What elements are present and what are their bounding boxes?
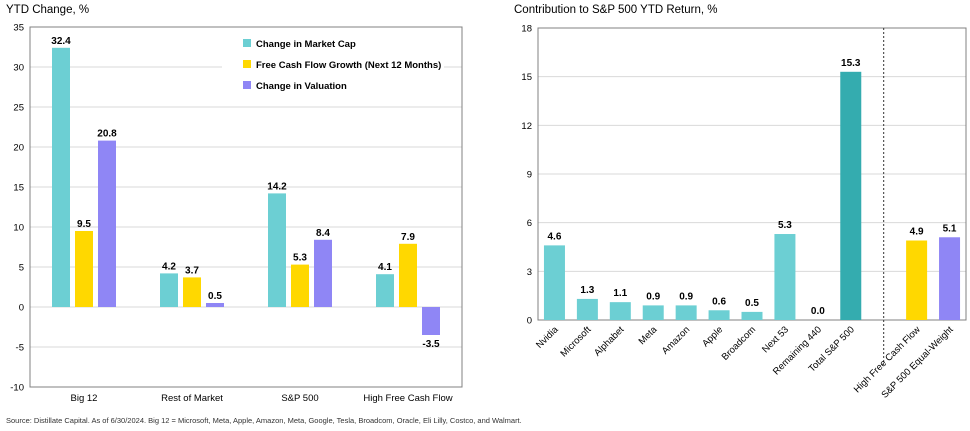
bar-alphabet	[609, 302, 631, 320]
bar-high-free-cash-flow-change-in-valuation	[422, 307, 440, 335]
y-tick-label: 30	[13, 63, 24, 74]
data-label: 1.1	[613, 288, 627, 299]
y-tick-label: 6	[527, 218, 532, 229]
y-tick-label: 35	[13, 23, 24, 34]
right-chart-title: Contribution to S&P 500 YTD Return, %	[514, 4, 718, 16]
data-label: 8.4	[316, 228, 330, 239]
y-tick-label: 9	[527, 170, 532, 181]
data-label: 0.0	[811, 306, 825, 317]
x-category-label: Rest of Market	[161, 393, 223, 404]
data-label: 4.9	[910, 227, 924, 238]
source-note: Source: Distillate Capital. As of 6/30/2…	[6, 416, 522, 425]
data-label: 5.1	[943, 223, 957, 234]
data-label: 5.3	[778, 220, 792, 231]
legend-entry: Change in Valuation	[256, 81, 347, 92]
legend-entry: Change in Market Cap	[256, 39, 356, 50]
bar-microsoft	[576, 298, 598, 320]
x-category-label: Nvidia	[534, 324, 561, 351]
bar-meta	[642, 305, 664, 320]
data-label: 4.1	[378, 262, 392, 273]
bar-next-53	[774, 234, 796, 320]
bar-big-12-change-in-valuation	[98, 140, 116, 307]
data-label: 7.9	[401, 232, 415, 243]
bar-rest-of-market-change-in-market-cap	[160, 273, 178, 307]
y-tick-label: 5	[19, 263, 24, 274]
data-label: -3.5	[422, 339, 440, 350]
legend-entry: Free Cash Flow Growth (Next 12 Months)	[256, 60, 441, 71]
x-category-label: Broadcom	[720, 324, 758, 362]
x-category-label: Amazon	[660, 324, 692, 356]
data-label: 0.9	[646, 291, 660, 302]
plot-area	[29, 26, 463, 388]
bar-s-p-500-free-cash-flow-growth-next-12-months	[291, 264, 309, 307]
legend: Change in Market Cap Free Cash Flow Growt…	[222, 34, 444, 98]
data-label: 0.9	[679, 291, 693, 302]
y-tick-label: 18	[521, 24, 532, 35]
bar-high-free-cash-flow-change-in-market-cap	[376, 274, 394, 307]
bar-s-p-500-change-in-market-cap	[268, 193, 286, 307]
data-label: 20.8	[97, 129, 117, 140]
data-label: 1.3	[580, 285, 594, 296]
bar-big-12-free-cash-flow-growth-next-12-months	[75, 231, 93, 307]
data-label: 32.4	[51, 36, 71, 47]
y-tick-label: 15	[521, 72, 532, 83]
legend-swatch	[243, 60, 251, 68]
x-category-label: Alphabet	[592, 324, 627, 359]
y-tick-label: 3	[527, 267, 532, 278]
y-tick-label: 25	[13, 103, 24, 114]
y-tick-label: 15	[13, 183, 24, 194]
data-label: 14.2	[267, 181, 287, 192]
data-label: 9.5	[77, 219, 91, 230]
y-tick-label: 0	[527, 316, 532, 327]
legend-swatch	[243, 39, 251, 47]
y-tick-label: 0	[19, 303, 24, 314]
x-category-label: Meta	[637, 324, 660, 347]
x-category-label: S&P 500	[281, 393, 318, 404]
data-label: 0.5	[208, 291, 222, 302]
data-label: 5.3	[293, 253, 307, 264]
x-category-label: High Free Cash Flow	[363, 393, 452, 404]
left-chart-title: YTD Change, %	[6, 4, 90, 16]
bar-high-free-cash-flow	[906, 240, 928, 320]
x-category-label: Big 12	[71, 393, 98, 404]
bar-big-12-change-in-market-cap	[52, 47, 70, 308]
bar-high-free-cash-flow-free-cash-flow-growth-next-12-months	[399, 243, 417, 307]
bar-amazon	[675, 305, 697, 320]
data-label: 0.5	[745, 298, 759, 309]
bar-s-p-500-change-in-valuation	[314, 239, 332, 307]
bar-apple	[708, 310, 730, 320]
y-tick-label: 10	[13, 223, 24, 234]
y-tick-label: -10	[10, 383, 24, 394]
data-label: 0.6	[712, 296, 726, 307]
y-tick-label: 12	[521, 121, 532, 132]
data-label: 4.2	[162, 261, 176, 272]
y-tick-label: -5	[16, 343, 24, 354]
data-label: 3.7	[185, 265, 199, 276]
legend-swatch	[243, 81, 251, 89]
bar-s-p-500-equal-weight	[939, 237, 961, 320]
x-category-label: Microsoft	[558, 324, 593, 359]
bar-rest-of-market-free-cash-flow-growth-next-12-months	[183, 277, 201, 307]
bar-rest-of-market-change-in-valuation	[206, 303, 224, 307]
data-label: 4.6	[548, 231, 562, 242]
data-label: 15.3	[841, 58, 861, 69]
x-category-label: Apple	[700, 324, 725, 349]
bar-nvidia	[543, 245, 565, 320]
legend-background	[222, 34, 444, 98]
x-category-label: Next 53	[760, 324, 791, 355]
bar-total-s-p-500	[840, 71, 862, 320]
bar-broadcom	[741, 311, 763, 320]
y-tick-label: 20	[13, 143, 24, 154]
